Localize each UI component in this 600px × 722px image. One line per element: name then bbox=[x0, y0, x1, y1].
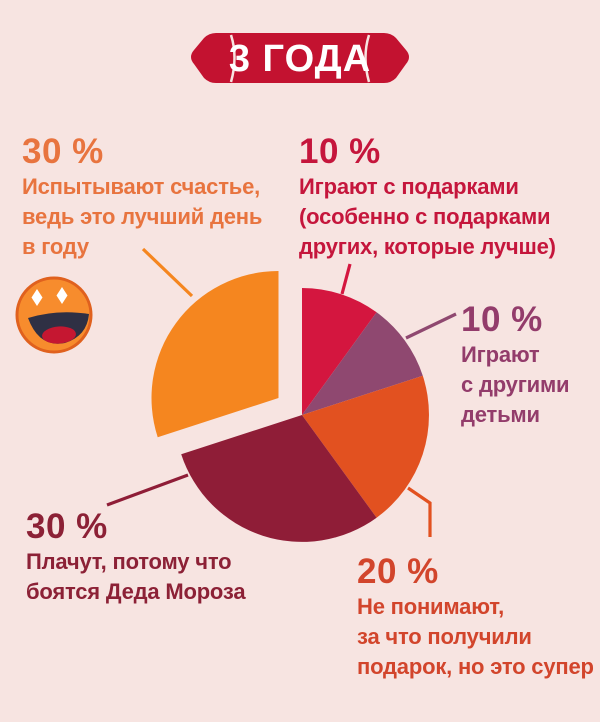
callout-gifts: 10 % Играют с подарками (особенно с пода… bbox=[299, 131, 556, 262]
callout-gifts-text: других, которые лучше) bbox=[299, 234, 556, 259]
callout-other-kids-text: детьми bbox=[461, 402, 540, 427]
callout-other-kids-text: Играют bbox=[461, 342, 540, 367]
callout-confused-text: за что получили bbox=[357, 624, 532, 649]
leader-line-confused bbox=[407, 486, 432, 537]
emoji-right-eye bbox=[56, 287, 68, 304]
leader-line-other-kids bbox=[405, 312, 457, 340]
callout-other-kids: 10 % Играют с другими детьми bbox=[461, 299, 570, 430]
callout-confused-text: Не понимают, bbox=[357, 594, 505, 619]
callout-other-kids-percent: 10 % bbox=[461, 300, 543, 339]
callout-gifts-percent: 10 % bbox=[299, 132, 381, 171]
pie-slice-confused bbox=[302, 375, 429, 518]
title-badge-right-fold bbox=[364, 34, 371, 83]
pie-slice-cry bbox=[181, 415, 377, 542]
callout-happy-text: Испытывают счастье, bbox=[22, 174, 261, 199]
callout-cry-text: боятся Деда Мороза bbox=[26, 579, 246, 604]
callout-gifts-text: (особенно с подарками bbox=[299, 204, 551, 229]
laughing-face-icon bbox=[15, 276, 93, 354]
title-badge-shape bbox=[191, 33, 409, 83]
callout-cry-text: Плачут, потому что bbox=[26, 549, 232, 574]
leader-line-gifts bbox=[340, 263, 352, 295]
pie-slice-other-kids bbox=[302, 312, 423, 415]
callout-confused-text: подарок, но это супер bbox=[357, 654, 594, 679]
callout-confused-percent: 20 % bbox=[357, 552, 439, 591]
emoji-tongue bbox=[42, 326, 76, 344]
callout-happy: 30 % Испытывают счастье, ведь это лучший… bbox=[22, 131, 262, 262]
emoji-left-eye bbox=[31, 289, 43, 306]
callout-cry: 30 % Плачут, потому что боятся Деда Моро… bbox=[26, 506, 246, 607]
callout-gifts-text: Играют с подарками bbox=[299, 174, 519, 199]
leader-line-cry bbox=[106, 473, 189, 507]
pie-slices bbox=[151, 270, 429, 542]
callout-other-kids-text: с другими bbox=[461, 372, 570, 397]
leader-line-happy bbox=[141, 247, 194, 298]
title-badge-left-fold bbox=[229, 34, 236, 83]
callout-confused: 20 % Не понимают, за что получили подаро… bbox=[357, 551, 594, 682]
pie-slice-gifts bbox=[302, 288, 377, 415]
callout-cry-percent: 30 % bbox=[26, 507, 108, 546]
pie-slice-happy bbox=[151, 270, 279, 438]
callout-happy-text: в году bbox=[22, 234, 89, 259]
callout-happy-percent: 30 % bbox=[22, 132, 104, 171]
title-badge-label: 3 ГОДА bbox=[229, 38, 371, 80]
callout-happy-text: ведь это лучший день bbox=[22, 204, 263, 229]
title-badge: 3 ГОДА bbox=[191, 33, 409, 83]
